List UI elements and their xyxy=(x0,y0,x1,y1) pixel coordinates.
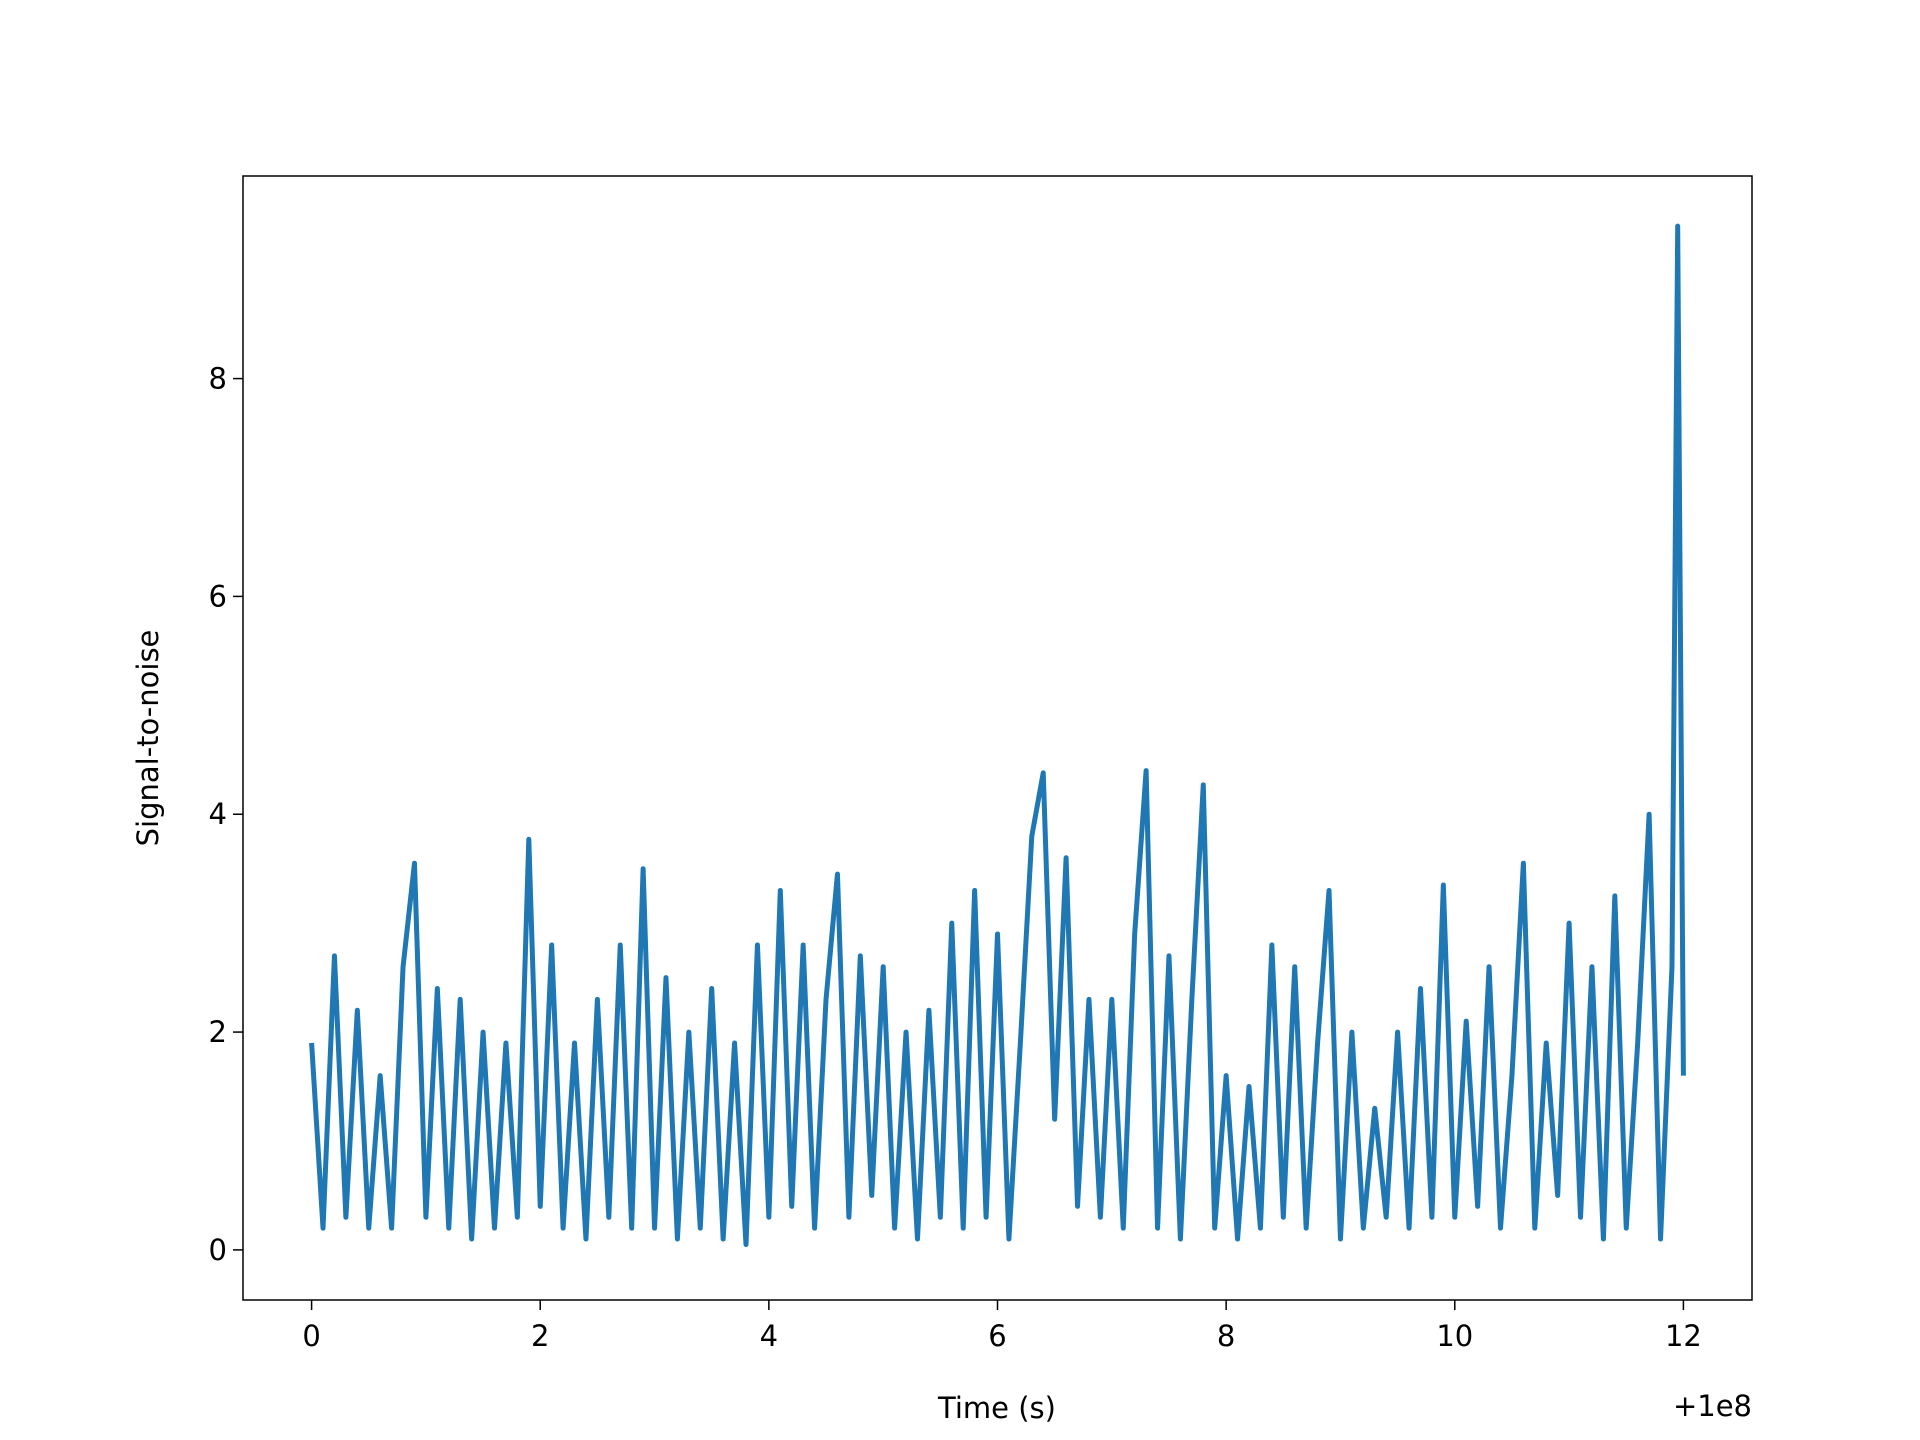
x-tick-label: 4 xyxy=(760,1319,778,1353)
x-tick-label: 8 xyxy=(1217,1319,1235,1353)
y-axis-label: Signal-to-noise xyxy=(131,630,165,847)
y-tick-label: 2 xyxy=(209,1015,227,1049)
x-tick-label: 10 xyxy=(1436,1319,1473,1353)
y-tick-label: 8 xyxy=(209,362,227,396)
x-tick-label: 2 xyxy=(531,1319,549,1353)
y-tick-label: 6 xyxy=(209,579,227,613)
plot-frame xyxy=(242,175,1753,1301)
y-tick-label: 4 xyxy=(209,797,227,831)
x-axis-label: Time (s) xyxy=(937,1391,1056,1425)
x-tick-label: 6 xyxy=(988,1319,1006,1353)
line-series xyxy=(309,223,1686,1247)
x-tick-label: 0 xyxy=(302,1319,320,1353)
x-offset-label: +1e8 xyxy=(1673,1389,1752,1423)
y-tick-label: 0 xyxy=(209,1233,227,1267)
x-tick-label: 12 xyxy=(1665,1319,1702,1353)
